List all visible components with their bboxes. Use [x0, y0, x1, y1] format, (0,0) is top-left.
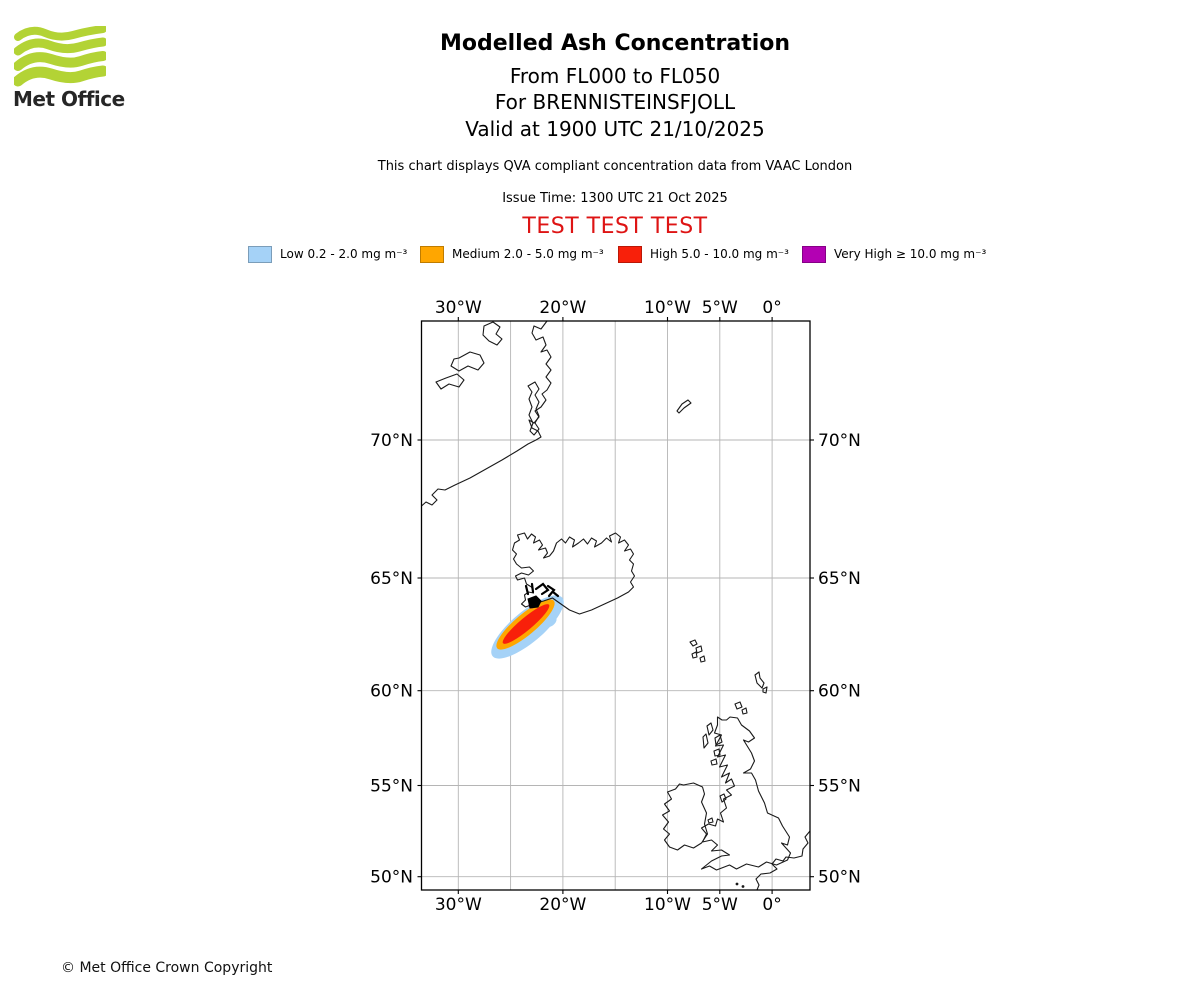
legend-swatch-very-high	[802, 245, 826, 263]
logo-waves-icon	[14, 26, 106, 87]
map-panel: 30°W 20°W 10°W 5°W 0° 30°W 20°W 10°W 5°W…	[370, 298, 861, 915]
lat-label: 55°N	[818, 777, 861, 797]
lon-label: 5°W	[702, 895, 738, 915]
lat-label: 55°N	[370, 777, 413, 797]
axis-ticks	[417, 317, 814, 894]
legend-swatch-high	[618, 245, 642, 263]
legend-label-high: High 5.0 - 10.0 mg m⁻³	[650, 247, 789, 261]
lat-label: 50°N	[370, 868, 413, 888]
longitude-labels-bottom: 30°W 20°W 10°W 5°W 0°	[435, 895, 782, 915]
legend-item-very-high: Very High ≥ 10.0 mg m⁻³	[802, 245, 987, 263]
lon-label: 20°W	[539, 895, 586, 915]
coast-greenland-fjords-b	[450, 351, 485, 372]
ash-plume	[491, 595, 564, 659]
coast-great-britain	[700, 716, 792, 871]
coast-jan-mayen	[676, 399, 692, 414]
lon-label: 10°W	[644, 298, 691, 318]
legend-label-very-high: Very High ≥ 10.0 mg m⁻³	[834, 247, 987, 261]
coast-greenland-fjords-d	[527, 381, 540, 436]
plume-low-detached-patch-small	[538, 626, 546, 632]
lon-label: 20°W	[539, 298, 586, 318]
coast-shetland-orkney	[734, 671, 768, 715]
coastlines	[420, 320, 811, 891]
lon-label: 5°W	[702, 298, 738, 318]
map-frame	[420, 320, 811, 891]
coast-greenland-fjords-c	[435, 373, 465, 390]
coast-channel-island	[735, 882, 739, 886]
legend-swatch-medium	[420, 245, 444, 263]
lon-label: 30°W	[435, 298, 482, 318]
coast-faroes	[689, 639, 706, 663]
lon-label: 0°	[762, 298, 781, 318]
plume-high-contour	[502, 604, 550, 644]
qva-note: This chart displays QVA compliant concen…	[377, 159, 853, 174]
coast-greenland	[420, 320, 552, 507]
volcano-source-marker	[524, 582, 560, 609]
lat-label: 60°N	[370, 682, 413, 702]
coast-ireland	[661, 782, 709, 851]
coast-iceland	[511, 532, 636, 615]
lat-label: 65°N	[818, 569, 861, 589]
coast-hebrides	[702, 722, 723, 766]
legend-swatch-low	[248, 245, 272, 263]
subtitle-volcano: For BRENNISTEINSFJOLL	[494, 90, 736, 114]
graticule	[421, 321, 810, 890]
lat-label: 50°N	[818, 868, 861, 888]
lat-label: 70°N	[370, 431, 413, 451]
longitude-labels-top: 30°W 20°W 10°W 5°W 0°	[435, 298, 782, 318]
latitude-labels-left: 70°N 65°N 60°N 55°N 50°N	[370, 431, 413, 888]
lat-label: 70°N	[818, 431, 861, 451]
subtitle-valid-time: Valid at 1900 UTC 21/10/2025	[465, 117, 765, 141]
page-title: Modelled Ash Concentration	[439, 31, 791, 56]
lon-label: 10°W	[644, 895, 691, 915]
latitude-labels-right: 70°N 65°N 60°N 55°N 50°N	[818, 431, 861, 888]
coast-continent	[755, 830, 811, 891]
lat-label: 65°N	[370, 569, 413, 589]
lon-label: 0°	[762, 895, 781, 915]
lon-label: 30°W	[435, 895, 482, 915]
copyright-notice: © Met Office Crown Copyright	[61, 960, 273, 976]
legend-label-low: Low 0.2 - 2.0 mg m⁻³	[280, 247, 408, 261]
coast-anglesey	[707, 817, 714, 824]
met-office-logo	[14, 26, 106, 87]
legend-item-medium: Medium 2.0 - 5.0 mg m⁻³	[420, 245, 604, 263]
lat-label: 60°N	[818, 682, 861, 702]
issue-time: Issue Time: 1300 UTC 21 Oct 2025	[502, 191, 728, 206]
test-banner: TEST TEST TEST	[522, 214, 708, 239]
coast-isle-of-man	[719, 793, 727, 803]
logo-wordmark: Met Office	[13, 87, 125, 111]
coast-channel-island-2	[741, 885, 745, 888]
legend-label-medium: Medium 2.0 - 5.0 mg m⁻³	[452, 247, 604, 261]
legend-item-low: Low 0.2 - 2.0 mg m⁻³	[248, 245, 408, 263]
coast-greenland-fjords-a	[482, 321, 503, 346]
subtitle-flight-levels: From FL000 to FL050	[509, 64, 721, 88]
legend-item-high: High 5.0 - 10.0 mg m⁻³	[618, 245, 789, 263]
